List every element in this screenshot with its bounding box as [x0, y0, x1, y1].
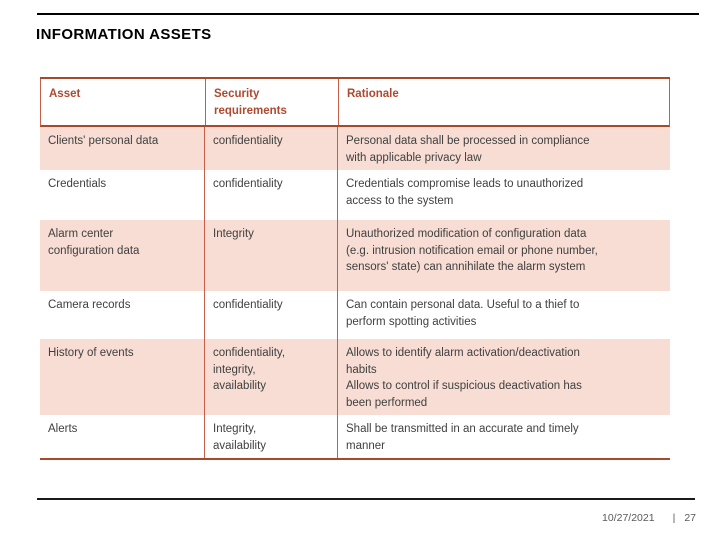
cell-asset: Alerts [40, 415, 205, 458]
footer-divider-rule [37, 498, 695, 500]
cell-asset: Clients' personal data [40, 127, 205, 170]
slide-footer: 10/27/2021 | 27 [602, 512, 696, 524]
header-cell-rationale: Rationale [347, 88, 399, 100]
header-cell-asset: Asset [41, 79, 206, 125]
table-row: Alarm center configuration data Integrit… [40, 220, 670, 291]
table-row: Alerts Integrity, availability Shall be … [40, 415, 670, 458]
cell-rationale: Unauthorized modification of configurati… [346, 228, 598, 273]
cell-rationale: Shall be transmitted in an accurate and … [346, 423, 579, 452]
cell-security-requirements: Integrity, availability [205, 415, 338, 458]
table-body: Clients' personal data confidentiality P… [40, 127, 670, 458]
cell-security-requirements: confidentiality [205, 170, 338, 220]
cell-security-requirements: confidentiality [205, 291, 338, 339]
information-assets-table: Asset Security requirements Rationale Cl… [40, 77, 670, 460]
cell-asset: History of events [40, 339, 205, 415]
table-row: History of events confidentiality, integ… [40, 339, 670, 415]
cell-security-requirements: confidentiality [205, 127, 338, 170]
cell-asset: Camera records [40, 291, 205, 339]
table-row: Camera records confidentiality Can conta… [40, 291, 670, 339]
footer-date: 10/27/2021 [602, 512, 655, 524]
cell-rationale: Credentials compromise leads to unauthor… [346, 178, 584, 207]
cell-rationale: Can contain personal data. Useful to a t… [346, 299, 580, 328]
cell-rationale: Allows to identify alarm activation/deac… [346, 347, 582, 409]
cell-security-requirements: Integrity [205, 220, 338, 291]
table-row: Credentials confidentiality Credentials … [40, 170, 670, 220]
footer-separator: | [672, 512, 676, 524]
cell-asset: Alarm center configuration data [40, 220, 205, 291]
header-cell-security-requirements: Security requirements [206, 79, 339, 125]
footer-page-number: 27 [684, 512, 696, 524]
cell-security-requirements: confidentiality, integrity, availability [205, 339, 338, 415]
top-divider-rule [37, 13, 699, 15]
cell-rationale: Personal data shall be processed in comp… [346, 135, 590, 164]
table-header-row: Asset Security requirements Rationale [40, 79, 670, 127]
cell-asset: Credentials [40, 170, 205, 220]
page-title: INFORMATION ASSETS [36, 26, 212, 43]
table-row: Clients' personal data confidentiality P… [40, 127, 670, 170]
